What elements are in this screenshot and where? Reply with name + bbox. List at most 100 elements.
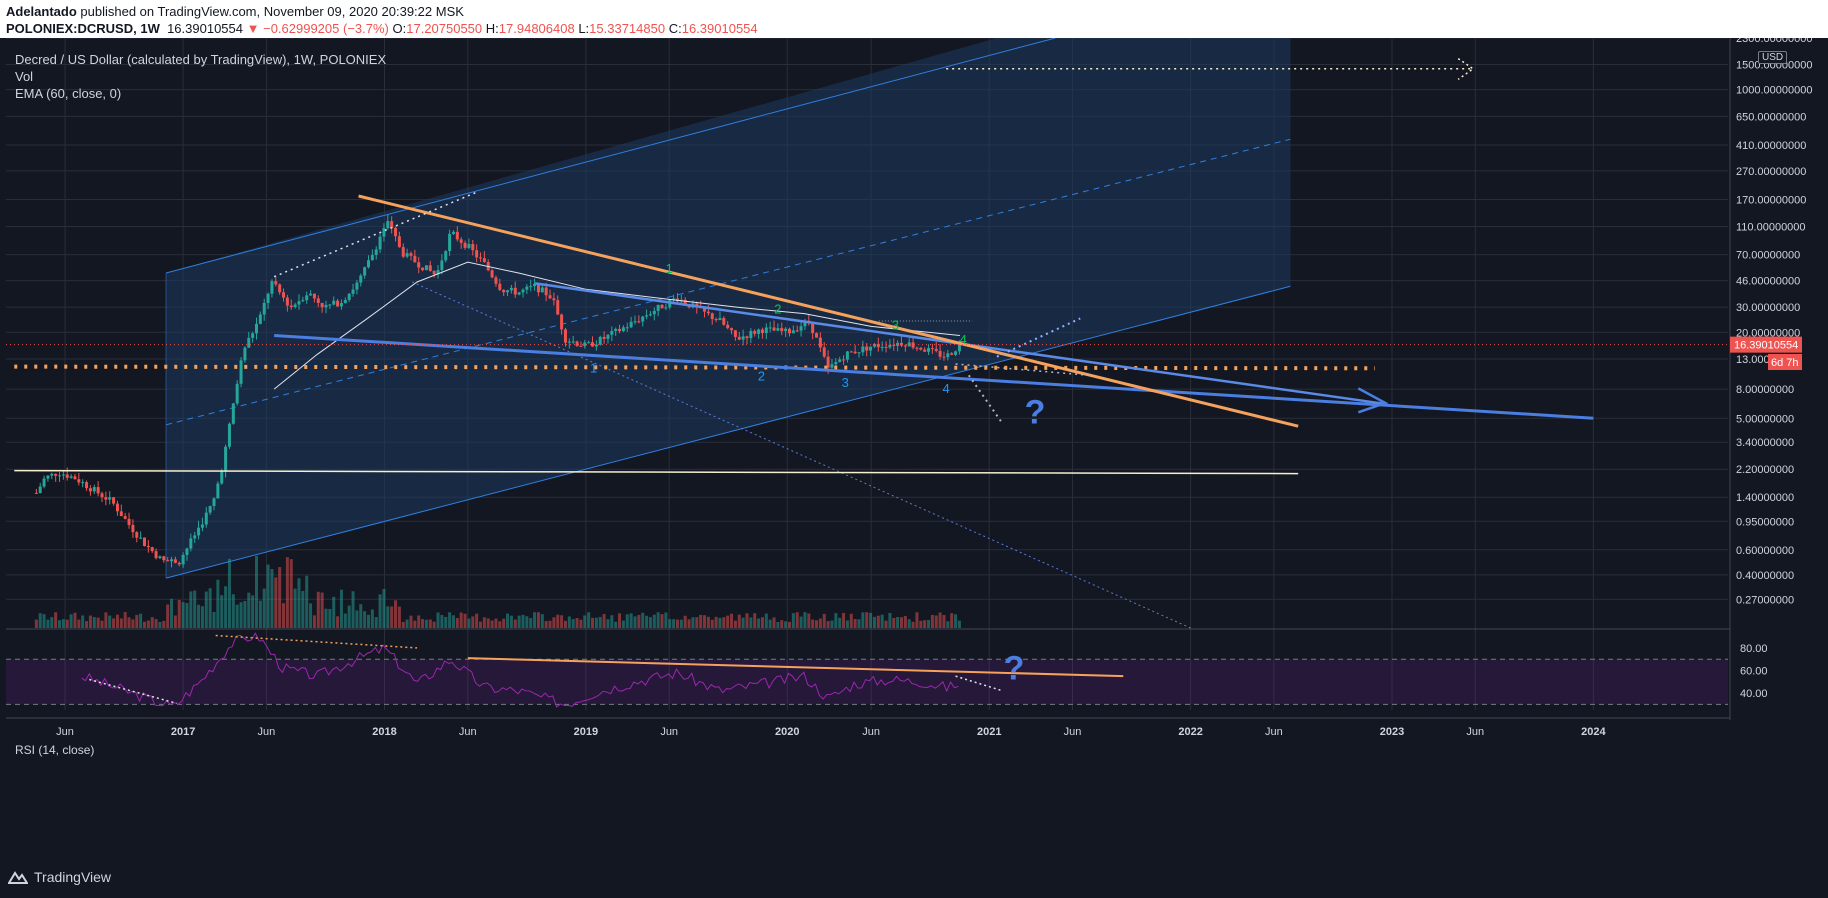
candle-body [413, 255, 417, 263]
candle-body [475, 250, 479, 258]
time-tick-label: Jun [56, 726, 74, 738]
candle-body [787, 328, 791, 334]
volume-bar [706, 616, 710, 628]
legend-ema[interactable]: EMA (60, close, 0) [15, 86, 122, 101]
volume-bar [42, 614, 46, 628]
wave-label: 1 [666, 261, 673, 276]
channel-fill [166, 38, 1291, 579]
time-tick-label: Jun [862, 726, 880, 738]
volume-bar [934, 615, 938, 628]
volume-bar [247, 592, 251, 628]
candle-body [154, 551, 158, 559]
volume-bar [791, 613, 795, 628]
candle-body [247, 337, 251, 348]
volume-bar [621, 620, 625, 628]
candle-body [494, 277, 498, 284]
time-tick-label: 2019 [574, 726, 598, 738]
candle-body [227, 423, 231, 447]
candle-body [591, 342, 595, 347]
candle-body [61, 474, 65, 476]
volume-bar [413, 620, 417, 628]
time-tick-label: 2024 [1581, 726, 1606, 738]
footer-brand-label: TradingView [34, 869, 112, 885]
volume-bar [189, 591, 193, 628]
volume-bar [714, 616, 718, 628]
volume-bar [594, 617, 598, 628]
time-tick-label: 2023 [1380, 726, 1404, 738]
dotted-rise-line [273, 191, 476, 278]
volume-bar [409, 615, 413, 628]
close-label: C: [668, 21, 682, 36]
price-axis[interactable]: 2300.00000000 1500.00000000 1000.00000000 6… [1730, 38, 1812, 700]
candle-body [42, 478, 46, 487]
wave-label: 2 [758, 368, 765, 383]
price-tick-label: 110.00000000 [1736, 222, 1806, 234]
volume-bar [274, 577, 278, 628]
volume-bar [544, 621, 548, 628]
chart-canvas[interactable]: 2300.00000000 1500.00000000 1000.00000000 6… [0, 38, 1828, 860]
candle-body [818, 337, 822, 348]
volume-bar [618, 613, 622, 628]
legend-rsi[interactable]: RSI (14, close) [15, 743, 95, 757]
candle-body [876, 343, 880, 348]
candle-body [892, 344, 896, 346]
volume-bar [386, 606, 390, 628]
candle-body [903, 345, 907, 347]
volume-bar [815, 620, 819, 628]
volume-bar [108, 615, 112, 628]
candle-body [123, 516, 127, 519]
volume-bar [363, 611, 367, 628]
candle-body [930, 348, 934, 350]
volume-bar [540, 614, 544, 628]
currency-label[interactable]: USD [1758, 51, 1788, 64]
author-name[interactable]: Adelantado [6, 4, 77, 19]
volume-bar [463, 613, 467, 628]
annotations: 1 2 3 4 1 2 3 4?? [590, 261, 1045, 687]
volume-bar [645, 615, 649, 628]
candle-body [915, 347, 919, 349]
time-axis[interactable]: Jun 2017 Jun 2018 Jun 2019 Jun 2020 Jun 2021 Jun 20… [56, 726, 1606, 738]
footer-brand[interactable]: TradingView [8, 869, 111, 885]
candle-body [312, 293, 316, 299]
volume-bar [316, 591, 320, 628]
volume-bar [482, 617, 486, 628]
volume-bar [884, 620, 888, 628]
candle-body [726, 324, 730, 329]
volume-bar [610, 615, 614, 628]
volume-bar [444, 616, 448, 628]
candle-body [301, 300, 305, 302]
candle-body [112, 497, 116, 504]
volume-bar [390, 606, 394, 628]
candle-body [950, 353, 954, 355]
volume-bar [417, 615, 421, 628]
candle-body [378, 236, 382, 250]
rsi-tick-label: 60.00 [1740, 666, 1768, 678]
volume-bar [502, 618, 506, 628]
rsi-dotted-top [215, 634, 418, 649]
volume-bar [181, 602, 185, 628]
candle-body [826, 356, 830, 368]
candle-body [737, 336, 741, 340]
volume-bar [842, 612, 846, 628]
time-tick-label: 2022 [1178, 726, 1202, 738]
volume-bar [104, 612, 108, 628]
volume-bar [784, 621, 788, 628]
candle-body [795, 330, 799, 332]
candle-body [96, 487, 100, 494]
legend-vol[interactable]: Vol [15, 69, 34, 84]
candle-body [842, 359, 846, 361]
open-value: 17.20750550 [406, 21, 483, 36]
countdown-badge [1768, 354, 1802, 371]
volume-bar [679, 619, 683, 628]
volume-bar [675, 619, 679, 628]
candle-body [320, 302, 324, 308]
candle-body [146, 545, 150, 548]
candle-body [332, 300, 336, 305]
dotted-diagonal [411, 281, 1191, 629]
volume-bar [343, 613, 347, 628]
legend-title[interactable]: Decred / US Dollar (calculated by Tradin… [15, 52, 387, 67]
volume-bar [65, 619, 69, 628]
volume-bar [722, 617, 726, 628]
candle-body [865, 346, 869, 351]
volume-bar [899, 617, 903, 628]
